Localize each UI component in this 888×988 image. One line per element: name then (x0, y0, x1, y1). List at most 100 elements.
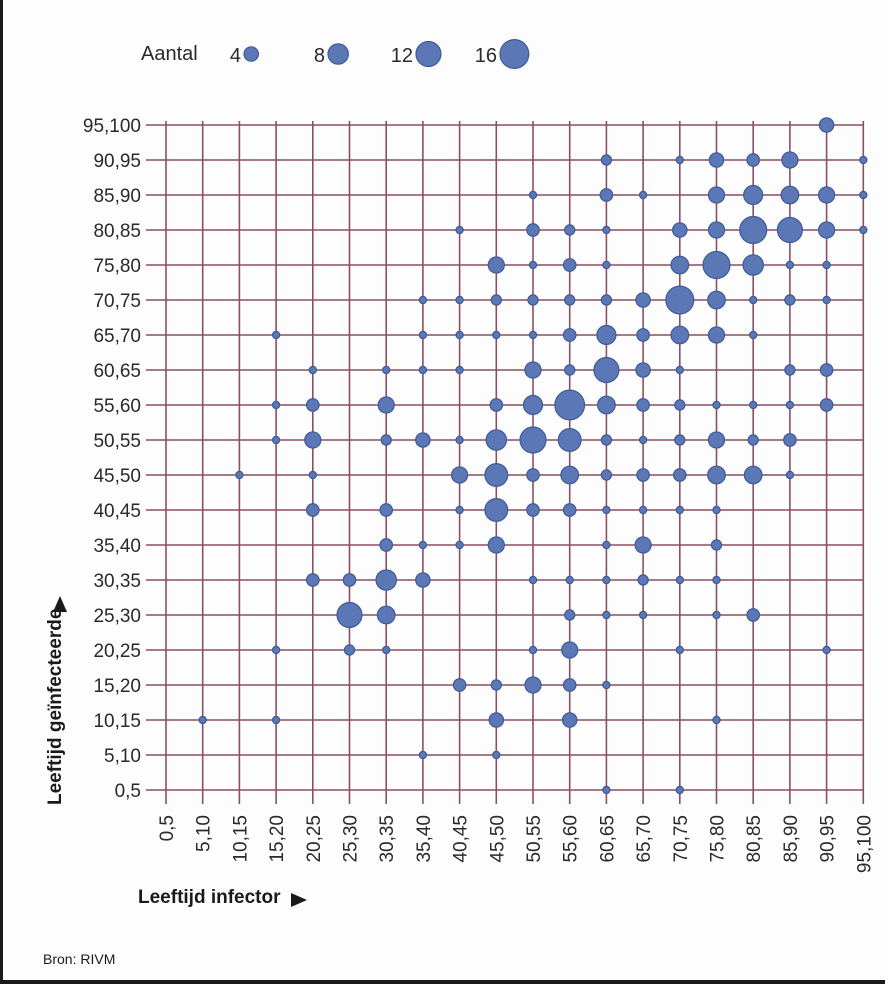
bubble-point (822, 260, 831, 270)
bubble-point (484, 498, 509, 522)
y-tick-label: 5,10 (104, 746, 141, 767)
bubble-point (675, 575, 685, 585)
bubble-point (235, 470, 244, 480)
bubble-point (379, 538, 394, 552)
bubble-point (671, 222, 688, 238)
bubble-point (602, 785, 611, 795)
bubble-point (271, 715, 281, 725)
y-tick-label: 10,15 (93, 711, 141, 732)
bubble-point (527, 294, 539, 306)
bubble-point (784, 294, 796, 306)
bubble-point (524, 676, 542, 694)
x-tick-labels: 0,5 5,10 10,15 15,20 20,25 25,30 30,35 35,40 40,… (157, 815, 875, 873)
bubble-point (819, 363, 834, 377)
bubble-point (488, 712, 505, 728)
bubble-point (557, 428, 582, 452)
bubble-point (712, 610, 721, 620)
legend-label: 16 (475, 45, 497, 67)
bubble-point (785, 400, 795, 410)
bubble-point (672, 468, 687, 482)
bubble-point (305, 503, 320, 517)
y-tick-label: 70,75 (93, 291, 141, 312)
bubble-point (743, 465, 763, 485)
bubble-point (528, 575, 538, 585)
bubble-chart: Aantal 4 8 12 16 0,5 5,10 10,15 15,20 20,25 25,3… (43, 38, 875, 967)
bubble-point (637, 574, 649, 586)
legend-title: Aantal (141, 43, 198, 65)
x-tick-label: 10,15 (230, 815, 251, 863)
bubble-point (707, 326, 726, 344)
bubble-point (564, 364, 576, 376)
x-tick-label: 30,35 (377, 815, 398, 863)
x-tick-label: 20,25 (304, 815, 325, 863)
bubble-point (336, 601, 363, 629)
bubble-point (822, 295, 831, 305)
bubble-point (602, 575, 611, 585)
legend: Aantal 4 8 12 16 (141, 38, 530, 69)
bubble-point (783, 433, 797, 447)
bubble-point (379, 503, 394, 517)
y-tick-label: 65,70 (93, 326, 141, 347)
bubble-point (675, 645, 685, 655)
bubble-point (785, 260, 795, 270)
bubble-point (554, 389, 586, 421)
bubble-point (561, 641, 579, 659)
bubble-point (749, 330, 758, 340)
bubble-point (708, 152, 725, 168)
bubble-point (492, 750, 501, 760)
bubble-point (602, 610, 611, 620)
bubble-point (343, 644, 356, 656)
bubble-point (455, 435, 464, 445)
bubble-point (561, 712, 578, 728)
bubbles (198, 117, 868, 795)
x-tick-label: 0,5 (157, 815, 178, 841)
y-tick-labels: 0,5 5,10 10,15 15,20 20,25 25,30 30,35 35,40 40,… (83, 116, 141, 802)
bubble-point (418, 540, 428, 550)
y-tick-label: 25,30 (93, 606, 141, 627)
y-tick-label: 0,5 (115, 781, 141, 802)
x-tick-label: 55,60 (561, 815, 582, 863)
y-tick-label: 95,100 (83, 116, 141, 137)
bubble-point (455, 225, 464, 235)
bubble-point (522, 394, 544, 416)
bubble-point (602, 540, 611, 550)
bubble-point (342, 573, 357, 587)
bubble-point (528, 330, 538, 340)
y-tick-label: 20,25 (93, 641, 141, 662)
bubble-point (818, 117, 835, 133)
legend-bubble (499, 38, 530, 69)
bubble-point (526, 468, 540, 482)
bubble-point (415, 432, 431, 448)
bubble-point (562, 678, 577, 692)
bubble-point (707, 186, 726, 204)
y-tick-label: 35,40 (93, 536, 141, 557)
bubble-point (776, 216, 803, 244)
x-tick-label: 25,30 (341, 815, 362, 863)
y-tick-label: 60,65 (93, 361, 141, 382)
bubble-point (859, 190, 868, 200)
x-tick-label: 70,75 (671, 815, 692, 863)
bubble-point (487, 256, 505, 274)
bubble-point (450, 466, 469, 484)
y-tick-label: 55,60 (93, 396, 141, 417)
bubble-point (746, 608, 761, 622)
bubble-point (602, 225, 611, 235)
bubble-point (636, 468, 650, 482)
y-axis-arrow-icon (53, 596, 67, 612)
x-tick-label: 80,85 (744, 815, 765, 863)
bubble-point (198, 715, 207, 725)
bubble-point (271, 330, 281, 340)
y-tick-label: 40,45 (93, 501, 141, 522)
bubble-point (519, 426, 547, 454)
bubble-point (675, 785, 685, 795)
bubble-point (596, 395, 616, 415)
bubble-point (492, 330, 501, 340)
bubble-point (743, 184, 764, 206)
bubble-point (526, 503, 540, 517)
bubble-point (634, 536, 652, 554)
bubble-point (308, 470, 317, 480)
x-tick-label: 85,90 (781, 815, 802, 863)
bubble-point (638, 505, 648, 515)
x-tick-label: 5,10 (194, 815, 215, 852)
